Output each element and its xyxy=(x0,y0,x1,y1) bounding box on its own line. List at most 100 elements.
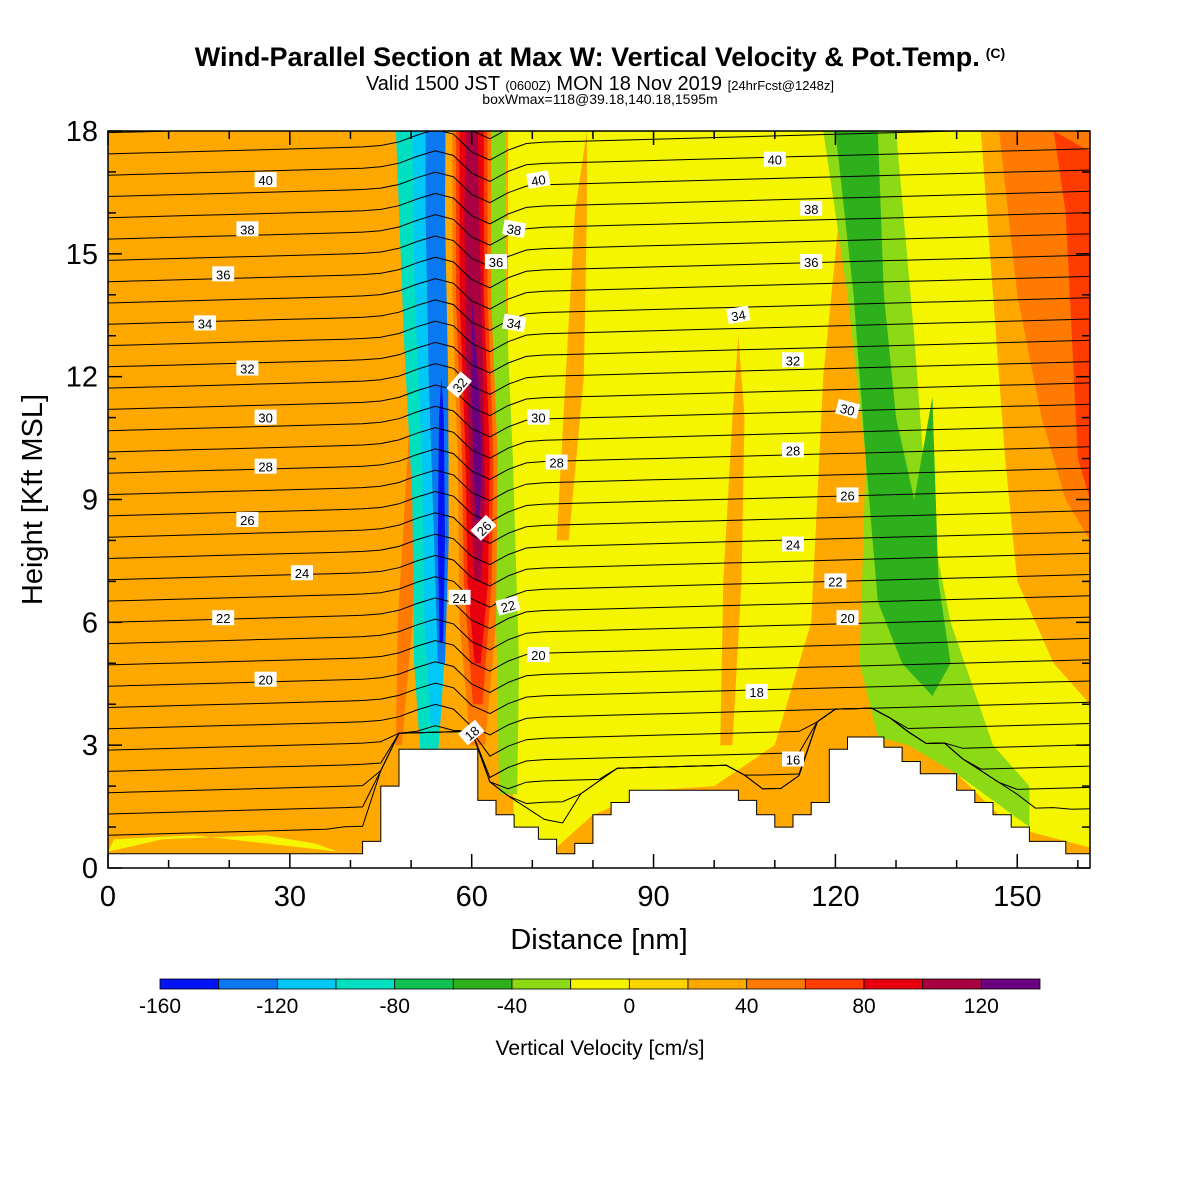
theta-label-group: 28 xyxy=(782,442,804,458)
theta-label-box xyxy=(782,352,804,368)
theta-label-group: 24 xyxy=(448,589,471,606)
theta-label-box xyxy=(835,398,861,420)
theta-label-group: 36 xyxy=(485,254,507,270)
theta-label-group: 26 xyxy=(836,487,859,503)
theta-label-box xyxy=(458,719,485,746)
theta-label-group: 22 xyxy=(824,573,847,589)
y-tick-label: 9 xyxy=(82,485,98,517)
theta-label-box xyxy=(782,442,804,458)
theta-label-group: 34 xyxy=(502,313,527,333)
theta-label: 30 xyxy=(531,411,545,426)
theta-contour-line xyxy=(108,254,1090,289)
theta-label-box xyxy=(212,610,235,626)
theta-label: 18 xyxy=(749,685,763,700)
theta-label-box xyxy=(527,647,550,663)
theta-label-box xyxy=(526,170,551,189)
theta-contour-line xyxy=(108,701,1090,736)
theta-label-group: 22 xyxy=(495,595,521,616)
theta-contour-line xyxy=(108,382,1090,417)
updraft-core-purple xyxy=(471,294,482,520)
theta-label-group: 34 xyxy=(726,305,751,324)
theta-label-box xyxy=(254,409,277,425)
valid-utc: (0600Z) xyxy=(505,78,551,93)
x-tick-label: 60 xyxy=(456,881,488,913)
x-axis-title: Distance [nm] xyxy=(510,924,687,956)
chart-subtitle: boxWmax=118@39.18,140.18,1595m xyxy=(482,91,718,107)
terrain xyxy=(108,736,1090,868)
theta-label-group: 30 xyxy=(254,409,277,426)
theta-contour-line xyxy=(108,233,1090,268)
y-tick-label: 15 xyxy=(66,239,98,271)
x-tick-label: 0 xyxy=(100,881,116,913)
theta-label-box xyxy=(485,254,507,269)
theta-label-group: 38 xyxy=(800,200,823,217)
theta-label-group: 34 xyxy=(194,315,216,331)
theta-label-group: 32 xyxy=(446,371,473,398)
theta-label-group: 32 xyxy=(236,360,259,377)
theta-label-group: 38 xyxy=(236,221,259,237)
theta-label: 20 xyxy=(840,611,854,626)
theta-contour-line xyxy=(108,552,1090,587)
theta-label-box xyxy=(836,487,859,503)
theta-contour-line xyxy=(108,574,1090,608)
x-tick-label: 150 xyxy=(993,881,1041,913)
theta-label-box xyxy=(495,595,521,616)
y-tick-label: 18 xyxy=(66,116,98,148)
theta-label: 28 xyxy=(786,443,800,458)
y-tick-label: 6 xyxy=(82,607,98,639)
theta-label: 40 xyxy=(768,153,782,168)
x-tick-label: 30 xyxy=(274,881,306,913)
copyright-mark: (C) xyxy=(985,45,1006,61)
theta-label-box xyxy=(782,536,804,552)
theta-contours xyxy=(108,131,1090,836)
theta-label-group: 40 xyxy=(763,151,786,168)
forecast-info: [24hrFcst@1248z] xyxy=(727,78,835,93)
theta-label: 32 xyxy=(240,362,254,377)
theta-label-group: 32 xyxy=(782,352,804,368)
theta-label-box xyxy=(800,254,823,269)
theta-label-group: 28 xyxy=(545,454,568,471)
downdraft-core-deep-blue xyxy=(437,376,445,643)
theta-label-group: 20 xyxy=(836,610,859,626)
theta-label: 16 xyxy=(786,753,800,768)
theta-label-box xyxy=(800,200,823,216)
theta-label-box xyxy=(448,589,471,605)
chart-title: Wind-Parallel Section at Max W: Vertical… xyxy=(0,42,1200,73)
theta-label: 34 xyxy=(730,307,747,324)
valid-time: Valid 1500 JST (0600Z) MON 18 Nov 2019 [… xyxy=(0,73,1200,96)
theta-contour-line xyxy=(108,297,1090,331)
theta-contour-line xyxy=(108,637,1090,672)
theta-label-group: 24 xyxy=(782,536,804,553)
velocity-fill-right-red xyxy=(1053,131,1090,500)
theta-label-box xyxy=(236,221,259,237)
theta-label-group: 30 xyxy=(835,398,861,420)
velocity-fill-green-dark xyxy=(835,131,951,697)
theta-label-box xyxy=(824,573,847,589)
y-tick-label: 3 xyxy=(82,730,98,762)
theta-contour-line xyxy=(108,190,1090,225)
theta-label-box xyxy=(194,315,216,331)
theta-label-box xyxy=(446,371,473,398)
theta-label-group: 26 xyxy=(470,514,497,541)
theta-contour-line xyxy=(108,403,1090,438)
theta-label: 38 xyxy=(240,222,254,237)
theta-label: 36 xyxy=(804,255,818,270)
theta-contour-line xyxy=(108,707,1090,757)
theta-label-box xyxy=(745,683,768,699)
theta-label-group: 38 xyxy=(502,219,527,239)
theta-label-group: 40 xyxy=(526,170,551,189)
theta-label: 40 xyxy=(258,173,272,188)
theta-label-group: 20 xyxy=(527,647,550,663)
theta-label: 36 xyxy=(216,267,230,282)
theta-label-box xyxy=(763,151,786,167)
theta-label-box xyxy=(254,671,277,687)
theta-label-group: 36 xyxy=(800,254,823,270)
theta-label-box xyxy=(502,219,527,239)
theta-label: 22 xyxy=(499,597,517,615)
theta-contour-line xyxy=(108,339,1090,374)
theta-label-box xyxy=(545,454,568,470)
theta-contour-line xyxy=(108,425,1090,459)
theta-label-box xyxy=(502,313,527,333)
theta-label: 32 xyxy=(786,353,800,368)
chart-title-text: Wind-Parallel Section at Max W: Vertical… xyxy=(194,42,980,72)
